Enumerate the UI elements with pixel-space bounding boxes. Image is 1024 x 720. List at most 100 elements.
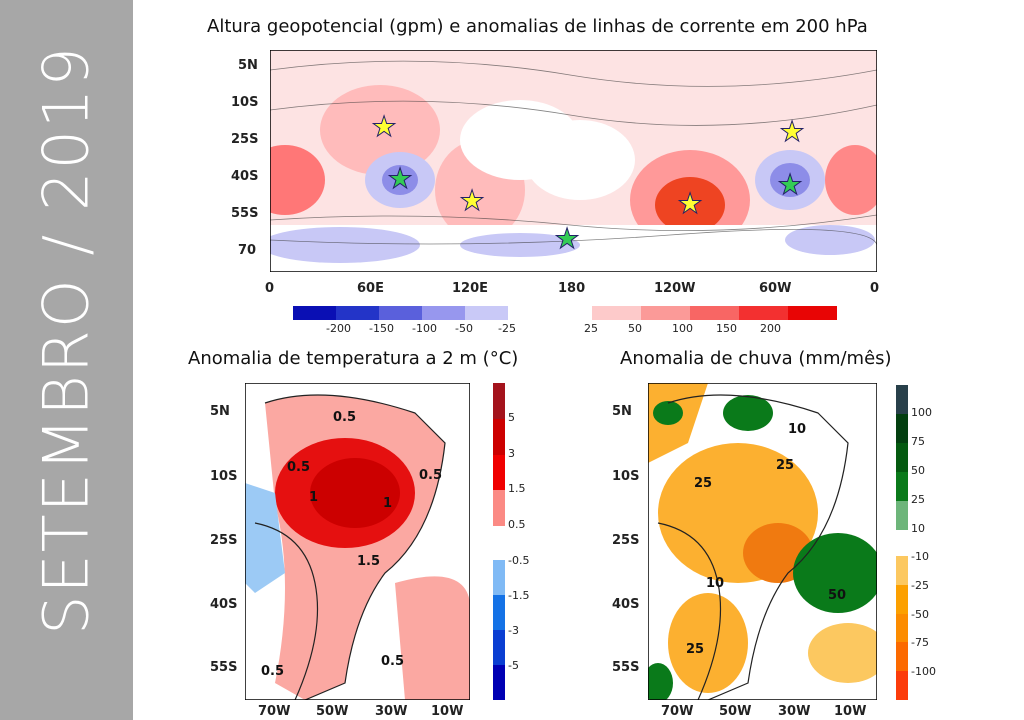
lon-label: 10W <box>834 704 867 719</box>
svg-text:10: 10 <box>706 576 724 591</box>
svg-text:0.5: 0.5 <box>261 664 284 679</box>
lat-label: 25S <box>210 533 238 548</box>
colorbar-label: -100 <box>412 322 437 335</box>
colorbar-label: -0.5 <box>508 554 530 567</box>
svg-text:1: 1 <box>309 490 318 505</box>
lat-label: 10S <box>210 469 238 484</box>
colorbar-label: -10 <box>911 550 929 563</box>
lat-label: 10S <box>231 95 259 110</box>
colorbar-swatch <box>896 584 908 614</box>
lat-label: 25S <box>612 533 640 548</box>
colorbar-label: 150 <box>716 322 737 335</box>
colorbar-swatch <box>641 306 690 320</box>
sidebar: SETEMBRO / 2019 <box>0 0 133 720</box>
colorbar-swatch <box>690 306 739 320</box>
lat-label: 40S <box>612 597 640 612</box>
colorbar-swatch <box>336 306 379 320</box>
colorbar-label: -50 <box>911 607 929 621</box>
colorbar-swatch <box>293 306 336 320</box>
colorbar-label: -50 <box>455 322 473 335</box>
lon-label: 60W <box>759 281 792 296</box>
svg-text:1.5: 1.5 <box>357 554 380 569</box>
colorbar-label: -3 <box>508 624 519 637</box>
top-map-title: Altura geopotencial (gpm) e anomalias de… <box>207 16 868 37</box>
colorbar-swatch <box>493 595 505 630</box>
colorbar-swatch <box>493 383 505 419</box>
lon-label: 0 <box>265 281 275 296</box>
temp-map-title: Anomalia de temperatura a 2 m (°C) <box>188 348 519 369</box>
colorbar-swatch <box>493 490 505 526</box>
lat-label: 40S <box>210 597 238 612</box>
colorbar-label: 1.5 <box>508 482 526 496</box>
colorbar-swatch <box>896 414 908 443</box>
colorbar-label: -150 <box>369 322 394 335</box>
colorbar-label: 3 <box>508 446 515 460</box>
lat-label: 55S <box>231 206 259 221</box>
lon-label: 70W <box>258 704 291 719</box>
colorbar-swatch <box>896 642 908 672</box>
sidebar-title: SETEMBRO / 2019 <box>29 45 103 635</box>
colorbar-label: 50 <box>628 322 642 335</box>
colorbar-swatch <box>896 472 908 501</box>
svg-text:25: 25 <box>694 476 712 491</box>
lon-label: 50W <box>316 704 349 719</box>
colorbar-label: -25 <box>911 578 929 592</box>
colorbar-label: 0.5 <box>508 518 526 531</box>
colorbar-label: -75 <box>911 636 929 650</box>
temp-map: 0.5 0.5 0.5 1 1 1.5 0.5 0.5 <box>245 383 470 700</box>
lon-label: 30W <box>778 704 811 719</box>
contour-label: 10 25 25 10 50 25 <box>686 422 846 657</box>
colorbar-swatch <box>896 385 908 414</box>
svg-text:25: 25 <box>776 458 794 473</box>
colorbar-label: -25 <box>498 322 516 335</box>
svg-text:0.5: 0.5 <box>287 460 310 475</box>
svg-text:★: ★ <box>777 168 802 201</box>
colorbar-label: 50 <box>911 464 925 477</box>
colorbar-label: 10 <box>911 522 925 535</box>
svg-text:★: ★ <box>387 162 412 195</box>
colorbar-label: 5 <box>508 410 515 424</box>
svg-text:25: 25 <box>686 642 704 657</box>
top-map: ★ ★ ★ ★ ★ ★ ★ <box>270 50 877 272</box>
rain-map-title: Anomalia de chuva (mm/mês) <box>620 348 892 369</box>
lat-label: 10S <box>612 469 640 484</box>
svg-text:★: ★ <box>371 110 396 143</box>
lon-label: 10W <box>431 704 464 719</box>
lat-label: 55S <box>210 660 238 675</box>
lon-label: 180 <box>558 281 586 296</box>
colorbar-swatch <box>896 556 908 585</box>
colorbar-swatch <box>896 613 908 643</box>
colorbar-swatch <box>896 671 908 700</box>
colorbar-swatch <box>896 443 908 472</box>
svg-text:50: 50 <box>828 588 846 603</box>
colorbar-swatch <box>465 306 508 320</box>
colorbar-swatch <box>896 501 908 530</box>
lon-label: 60E <box>357 281 384 296</box>
lon-label: 120E <box>452 281 489 296</box>
contour-label: 0.5 0.5 0.5 1 1 1.5 0.5 0.5 <box>261 410 442 679</box>
lat-label: 40S <box>231 169 259 184</box>
colorbar-label: 200 <box>760 322 781 335</box>
svg-text:0.5: 0.5 <box>381 654 404 669</box>
lon-label: 0 <box>870 281 880 296</box>
colorbar-label: -100 <box>911 665 936 679</box>
svg-text:★: ★ <box>554 222 579 255</box>
lat-label: 5N <box>612 404 632 419</box>
svg-text:10: 10 <box>788 422 806 437</box>
star-icon: ★ ★ ★ ★ ★ ★ ★ <box>371 110 805 256</box>
colorbar-label: 75 <box>911 435 925 448</box>
lat-label: 5N <box>238 58 258 73</box>
lon-label: 70W <box>661 704 694 719</box>
colorbar-label: 25 <box>911 493 925 506</box>
svg-text:0.5: 0.5 <box>333 410 356 425</box>
colorbar-swatch <box>592 306 641 320</box>
colorbar-label: -1.5 <box>508 589 530 602</box>
lon-label: 120W <box>654 281 696 296</box>
colorbar-swatch <box>379 306 422 320</box>
colorbar-label: -5 <box>508 659 519 672</box>
colorbar-label: 100 <box>911 406 932 419</box>
lon-label: 30W <box>375 704 408 719</box>
colorbar-swatch <box>493 418 505 455</box>
lat-label: 5N <box>210 404 230 419</box>
colorbar-swatch <box>493 630 505 665</box>
